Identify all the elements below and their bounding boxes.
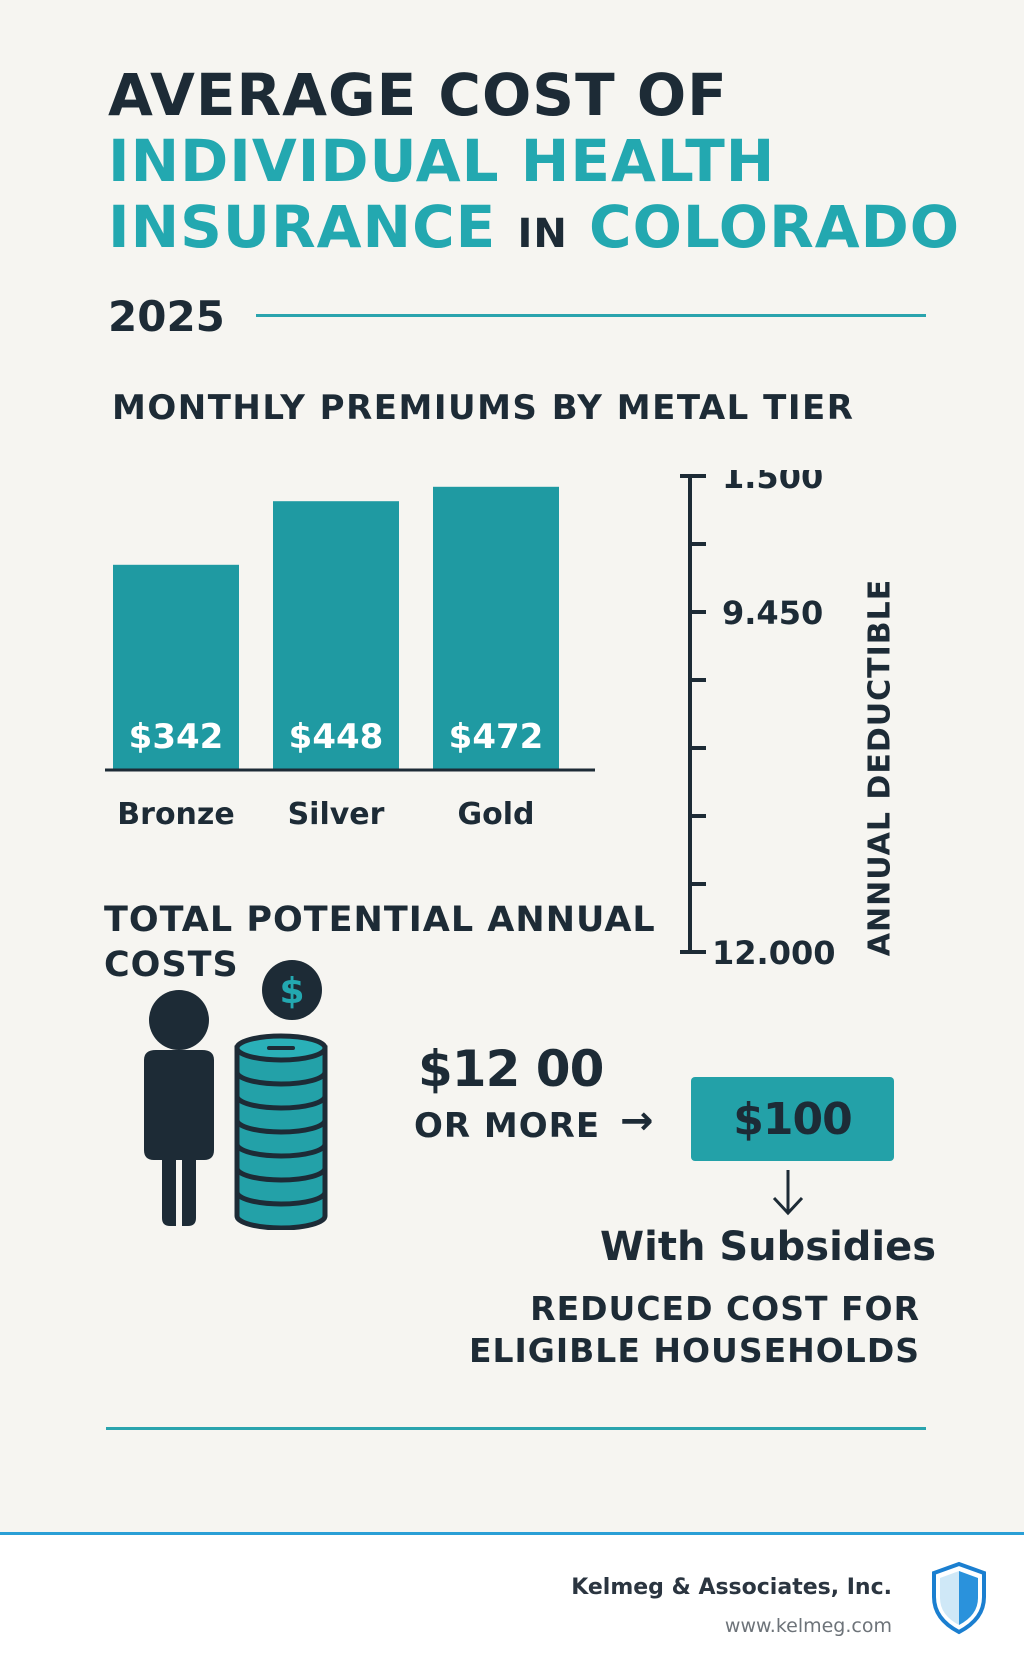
bar-silver	[273, 501, 399, 770]
scale-tick-label: 1.500	[722, 470, 823, 496]
person-coins-illustration: $	[144, 960, 328, 1230]
arrow-right-icon: →	[620, 1098, 654, 1144]
premium-bar-chart: $342 Bronze $448 Silver $472 Gold	[105, 486, 595, 832]
subsidy-note-line-2: ELIGIBLE HOUSEHOLDS	[468, 1331, 920, 1371]
shield-icon	[932, 1561, 986, 1635]
title-word-colorado: COLORADO	[589, 193, 961, 261]
scale-group: 1.500 9.450 12.000	[680, 470, 835, 972]
total-costs-title: TOTAL POTENTIAL ANNUAL COSTS	[104, 900, 656, 985]
title-word-insurance: INSURANCE	[108, 193, 497, 261]
deductible-scale-title: ANNUAL DEDUCTIBLE	[862, 578, 898, 957]
dollar-coin-icon: $	[262, 960, 322, 1020]
category-label: Gold	[458, 797, 535, 832]
bar-gold	[433, 486, 559, 770]
title-divider	[256, 314, 926, 317]
title-line-3: INSURANCE IN COLORADO	[108, 198, 960, 256]
bar-value-label: $342	[129, 717, 224, 757]
category-label: Silver	[288, 797, 385, 832]
title-word-in: IN	[517, 211, 568, 257]
bar-value-label: $472	[449, 717, 544, 757]
bottom-divider	[106, 1427, 926, 1430]
coin-stack-icon	[234, 1033, 328, 1230]
footer: Kelmeg & Associates, Inc. www.kelmeg.com	[0, 1532, 1024, 1669]
bar-value-label: $448	[289, 717, 384, 757]
scale-tick-label: 9.450	[722, 594, 823, 632]
subsidy-note-line-1: REDUCED COST FOR	[530, 1289, 920, 1328]
bars-group: $342 Bronze $448 Silver $472 Gold	[113, 486, 559, 832]
subsidized-amount-box: $100	[691, 1077, 894, 1161]
company-website[interactable]: www.kelmeg.com	[724, 1615, 892, 1637]
annual-cost-amount: $12 00	[418, 1040, 604, 1098]
with-subsidies-label: With Subsidies	[600, 1224, 937, 1270]
annual-cost-qualifier: OR MORE	[414, 1106, 601, 1146]
subsidized-amount: $100	[733, 1093, 852, 1145]
subsidy-note: REDUCED COST FOR ELIGIBLE HOUSEHOLDS	[460, 1288, 920, 1372]
company-name: Kelmeg & Associates, Inc.	[571, 1575, 892, 1600]
year-label: 2025	[108, 292, 225, 341]
bar-bronze	[113, 564, 239, 770]
title-line-2: INDIVIDUAL HEALTH	[108, 127, 776, 195]
scale-tick-label: 12.000	[712, 934, 835, 972]
svg-text:$: $	[279, 971, 304, 1012]
person-icon	[144, 990, 214, 1226]
title-line-1: AVERAGE COST OF	[108, 61, 728, 129]
deductible-scale: 1.500 9.450 12.000	[680, 470, 835, 972]
arrow-down-icon	[772, 1170, 804, 1216]
chart-title: MONTHLY PREMIUMS BY METAL TIER	[112, 388, 855, 428]
category-label: Bronze	[117, 797, 234, 832]
